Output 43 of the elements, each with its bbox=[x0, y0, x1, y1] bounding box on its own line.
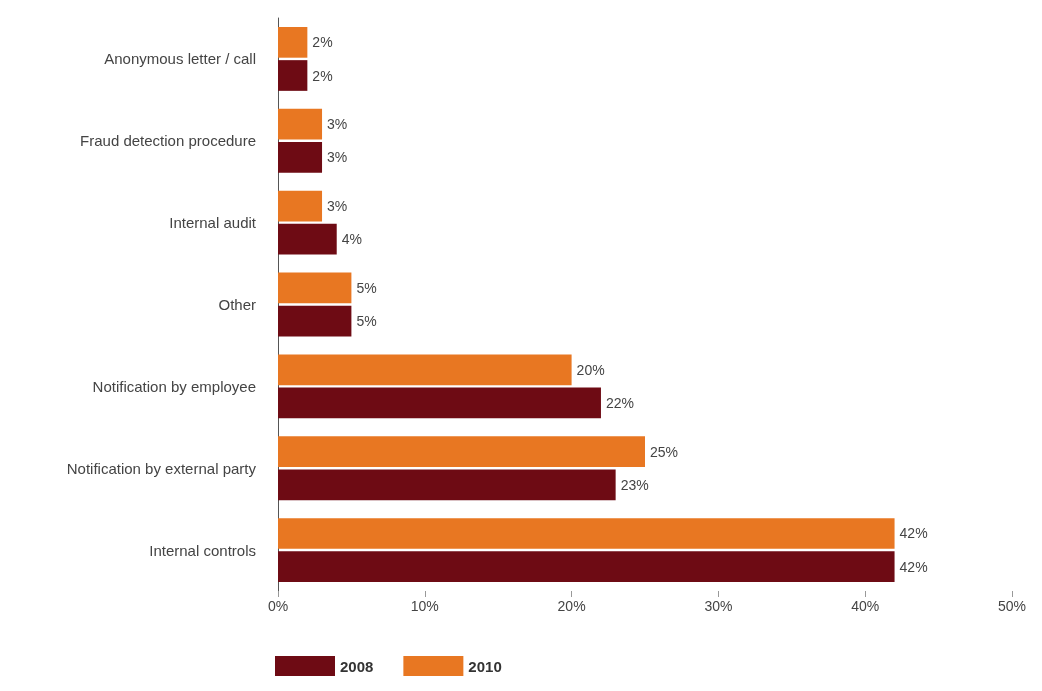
bar bbox=[278, 305, 352, 337]
bar bbox=[278, 27, 308, 58]
data-label: 2% bbox=[312, 34, 333, 51]
data-label: 3% bbox=[327, 116, 348, 133]
data-label: 42% bbox=[899, 525, 928, 542]
bar bbox=[278, 469, 616, 501]
legend-label: 2008 bbox=[340, 657, 374, 675]
x-tick-label: 40% bbox=[851, 598, 880, 614]
bar bbox=[278, 436, 645, 467]
x-tick-label: 0% bbox=[267, 598, 289, 614]
y-tick-label: Fraud detection procedure bbox=[80, 132, 256, 150]
bar bbox=[278, 60, 308, 91]
data-label: 22% bbox=[605, 394, 634, 411]
data-label: 5% bbox=[356, 313, 377, 330]
x-tick-label: 20% bbox=[557, 598, 586, 614]
data-label: 42% bbox=[899, 558, 928, 575]
bar bbox=[278, 354, 572, 386]
data-label: 5% bbox=[356, 279, 377, 296]
y-tick-label: Internal audit bbox=[169, 214, 257, 232]
bar bbox=[278, 551, 895, 582]
bar bbox=[278, 272, 352, 304]
data-label: 2% bbox=[312, 67, 333, 84]
x-tick-label: 30% bbox=[704, 598, 733, 614]
y-tick-label: Notification by employee bbox=[92, 377, 256, 395]
bar bbox=[278, 190, 323, 222]
data-label: 4% bbox=[341, 231, 362, 248]
data-label: 20% bbox=[576, 361, 605, 378]
y-tick-label: Other bbox=[218, 296, 256, 313]
data-label: 3% bbox=[327, 149, 348, 166]
y-tick-label: Anonymous letter / call bbox=[104, 50, 256, 68]
y-tick-label: Notification by external party bbox=[66, 459, 257, 477]
legend-label: 2010 bbox=[468, 657, 502, 675]
data-label: 3% bbox=[327, 198, 348, 215]
bar bbox=[278, 387, 601, 419]
bar bbox=[278, 142, 323, 173]
bar bbox=[278, 108, 323, 140]
data-label: 25% bbox=[650, 443, 679, 460]
x-tick-label: 10% bbox=[410, 598, 439, 614]
bar bbox=[278, 223, 337, 255]
data-label: 23% bbox=[620, 476, 649, 493]
x-tick-label: 50% bbox=[997, 598, 1027, 614]
bar bbox=[278, 518, 895, 549]
y-tick-label: Internal controls bbox=[149, 541, 256, 559]
